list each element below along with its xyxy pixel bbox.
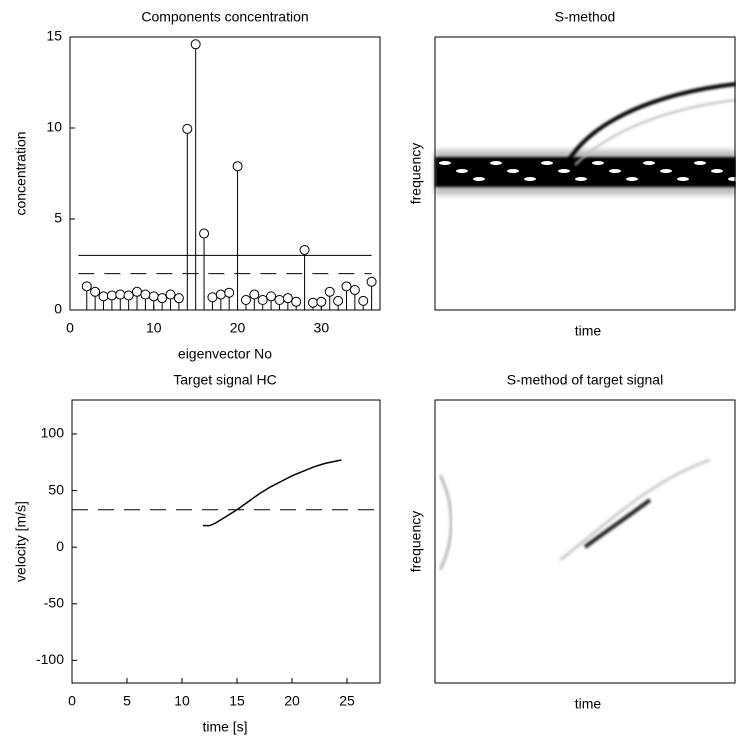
y-tick-label: 50 — [48, 481, 64, 497]
band-texture — [456, 169, 468, 173]
stem-marker — [349, 284, 360, 295]
y-tick-label: 5 — [54, 210, 62, 226]
band-texture — [711, 169, 723, 173]
stem-marker — [81, 281, 92, 292]
stem-marker — [333, 295, 344, 306]
stem-marker — [299, 244, 310, 255]
stem-marker — [115, 289, 126, 300]
x-tick-label: 25 — [339, 693, 355, 709]
stem-marker — [207, 292, 218, 303]
x-tick-label: 0 — [68, 693, 76, 709]
x-axis-label: time — [575, 696, 602, 712]
y-tick-label: 10 — [46, 119, 62, 135]
x-tick-label: 10 — [146, 320, 162, 336]
axes-frame — [71, 399, 381, 684]
spectrogram — [435, 82, 736, 195]
y-tick-label: 100 — [41, 425, 65, 441]
x-tick-label: 15 — [229, 693, 245, 709]
x-tick-label: 10 — [174, 693, 190, 709]
stem-marker — [123, 290, 134, 301]
chirp — [566, 82, 736, 163]
stem-marker — [307, 297, 318, 308]
stem-marker — [199, 228, 210, 239]
y-axis-label: frequency — [408, 143, 424, 204]
x-tick-label: 20 — [230, 320, 246, 336]
band-texture — [490, 161, 502, 165]
band-texture — [626, 177, 638, 181]
stem-marker — [249, 289, 260, 300]
stem-marker — [215, 289, 226, 300]
stem-marker — [366, 276, 377, 287]
stem-marker — [148, 291, 159, 302]
chirp-faint — [559, 458, 711, 562]
edge-artifact — [438, 474, 453, 571]
y-tick-label: 0 — [54, 301, 62, 317]
stem-marker — [316, 296, 327, 307]
stem-marker — [224, 287, 235, 298]
stem-marker — [291, 296, 302, 307]
y-axis-label: velocity [m/s] — [13, 501, 29, 582]
y-tick-label: -50 — [44, 594, 64, 610]
stem-marker — [190, 39, 201, 50]
stem-marker — [274, 294, 285, 305]
data-line — [202, 459, 342, 527]
stem-marker — [90, 286, 101, 297]
band-texture — [575, 177, 587, 181]
chart-title: S-method — [555, 9, 616, 25]
chart-title: Components concentration — [141, 9, 308, 25]
y-tick-label: 15 — [46, 28, 62, 44]
stem-marker — [257, 294, 268, 305]
x-axis-label: eigenvector No — [178, 346, 272, 362]
x-axis-label: time [s] — [202, 719, 247, 735]
stem-marker — [165, 289, 176, 300]
band — [435, 157, 736, 187]
band-texture — [473, 177, 485, 181]
x-axis-label: time — [575, 323, 602, 339]
band-texture — [592, 161, 604, 165]
chart-title: S-method of target signal — [507, 372, 663, 388]
band-texture — [439, 161, 451, 165]
stem-marker — [240, 294, 251, 305]
band-texture — [558, 169, 570, 173]
stem-marker — [173, 293, 184, 304]
stem-marker — [358, 295, 369, 306]
x-tick-label: 0 — [66, 320, 74, 336]
x-tick-label: 5 — [123, 693, 131, 709]
spectrogram — [438, 458, 711, 571]
x-tick-label: 30 — [314, 320, 330, 336]
band-texture — [643, 161, 655, 165]
stem-marker — [324, 286, 335, 297]
stem-marker — [182, 123, 193, 134]
stem-marker — [132, 286, 143, 297]
stem-marker — [232, 161, 243, 172]
axes-frame — [69, 36, 381, 311]
chart-title: Target signal HC — [173, 372, 277, 388]
chirp-halo — [574, 99, 736, 166]
stem-marker — [106, 290, 117, 301]
band-texture — [609, 169, 621, 173]
band-texture — [541, 161, 553, 165]
stem-marker — [140, 289, 151, 300]
band-texture — [728, 177, 736, 181]
band-texture — [660, 169, 672, 173]
y-tick-label: 0 — [56, 538, 64, 554]
y-axis-label: frequency — [408, 511, 424, 572]
band-texture — [507, 169, 519, 173]
stem-marker — [98, 291, 109, 302]
band-texture — [694, 161, 706, 165]
y-axis-label: concentration — [13, 131, 29, 215]
stem-marker — [282, 293, 293, 304]
band-texture — [524, 177, 536, 181]
axes-frame — [434, 399, 736, 684]
axes-frame — [434, 36, 736, 311]
stem-marker — [157, 293, 168, 304]
stem-marker — [266, 291, 277, 302]
chirp — [583, 498, 652, 549]
stem-marker — [341, 281, 352, 292]
y-tick-label: -100 — [36, 651, 64, 667]
band-texture — [677, 177, 689, 181]
x-tick-label: 20 — [284, 693, 300, 709]
